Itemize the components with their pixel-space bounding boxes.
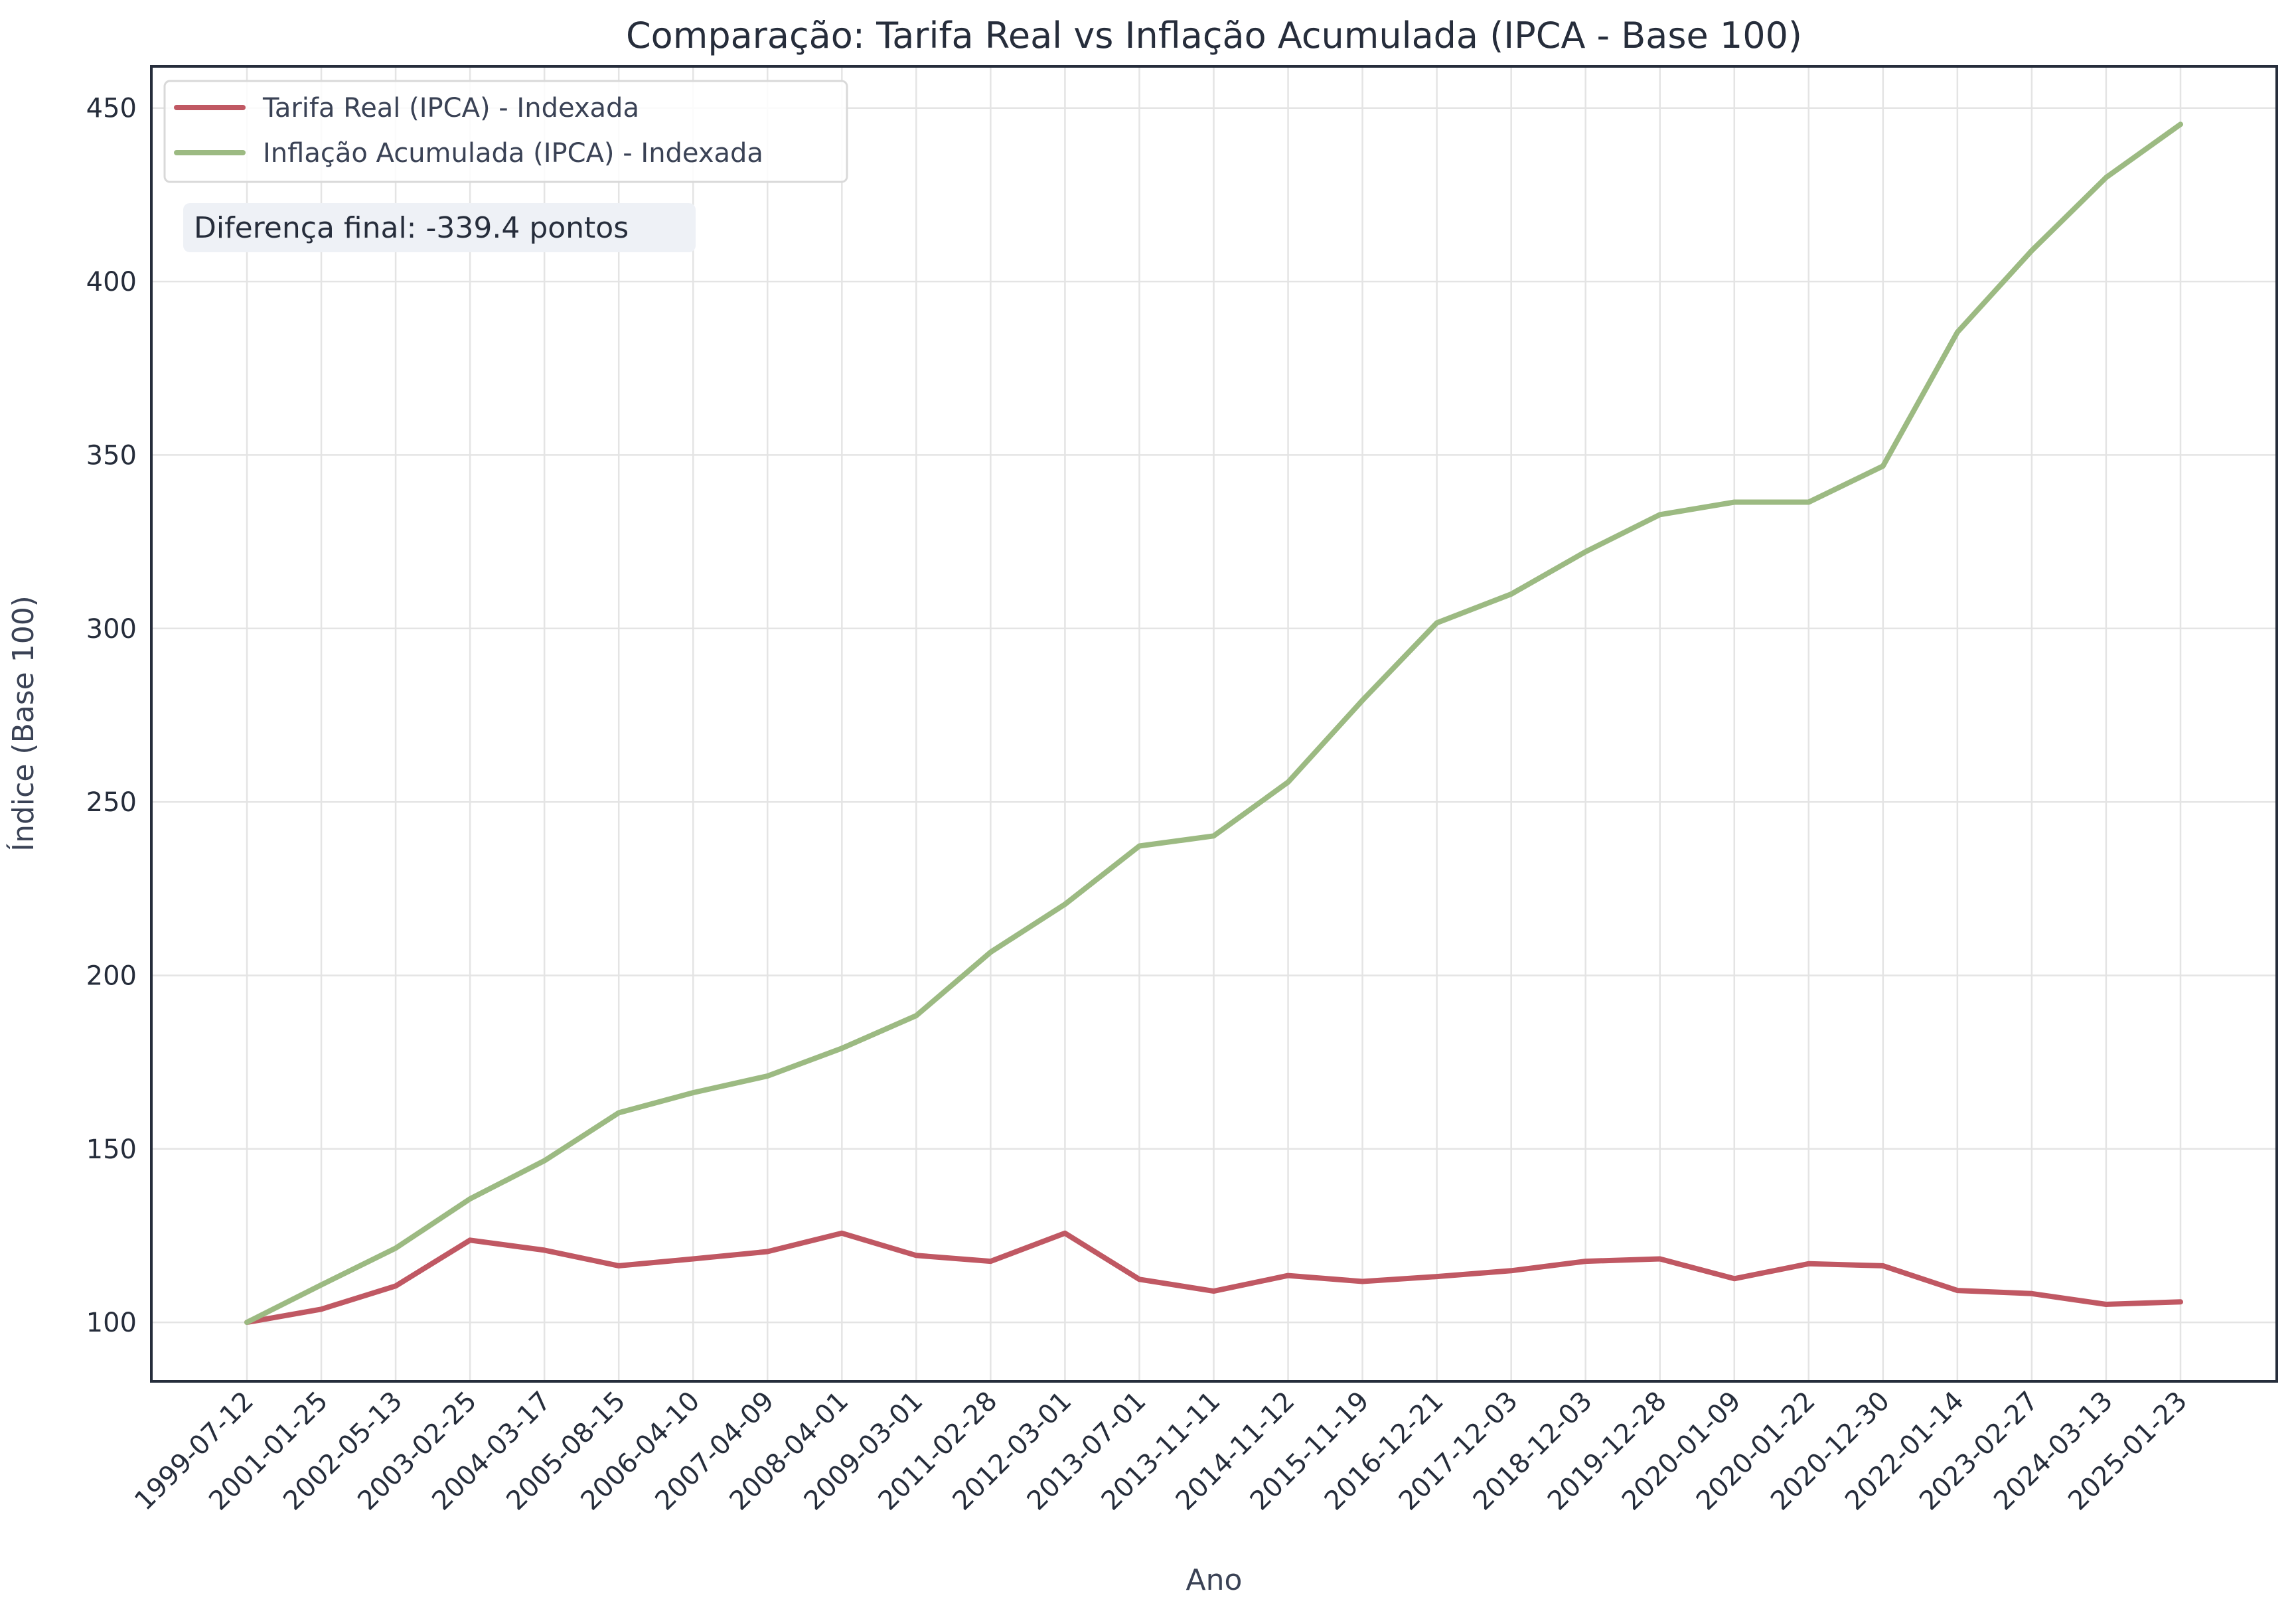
y-tick-label: 450 [86,94,137,124]
legend-label-inflacao-acumulada: Inflação Acumulada (IPCA) - Indexada [263,138,763,169]
plot-frame [150,65,2278,1383]
y-tick-label: 300 [86,614,137,645]
annotation-box [183,203,696,252]
legend: Tarifa Real (IPCA) - Indexada Inflação A… [163,80,848,183]
y-tick-label: 100 [86,1308,137,1338]
legend-box [163,80,848,183]
series-layer [244,121,2183,1326]
y-tick-label: 350 [86,440,137,471]
annotation-text: Diferença final: -339.4 pontos [194,211,629,245]
y-tick-label: 250 [86,787,137,818]
series-line-1 [244,121,2183,1326]
x-axis-label: Ano [1186,1563,1243,1597]
x-tick-labels: 1999-07-122001-01-252002-05-132003-02-25… [129,1386,2193,1517]
y-tick-label: 200 [86,961,137,991]
chart-title: Comparação: Tarifa Real vs Inflação Acum… [626,15,1802,56]
legend-label-tarifa-real: Tarifa Real (IPCA) - Indexada [262,93,639,123]
y-tick-label: 150 [86,1134,137,1165]
annotation: Diferença final: -339.4 pontos [183,203,696,252]
y-tick-labels: 100 150 200 250 300 350 400 450 [86,94,137,1338]
grid [151,66,2277,1381]
y-axis-label: Índice (Base 100) [5,595,40,852]
series-line-0 [244,1230,2183,1326]
y-tick-label: 400 [86,267,137,297]
